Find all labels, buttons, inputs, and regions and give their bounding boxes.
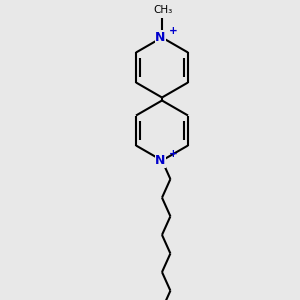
Text: CH₃: CH₃ — [154, 5, 173, 15]
Text: N: N — [155, 31, 166, 44]
Text: +: + — [169, 26, 178, 36]
Text: +: + — [169, 149, 178, 159]
Text: N: N — [155, 154, 166, 167]
